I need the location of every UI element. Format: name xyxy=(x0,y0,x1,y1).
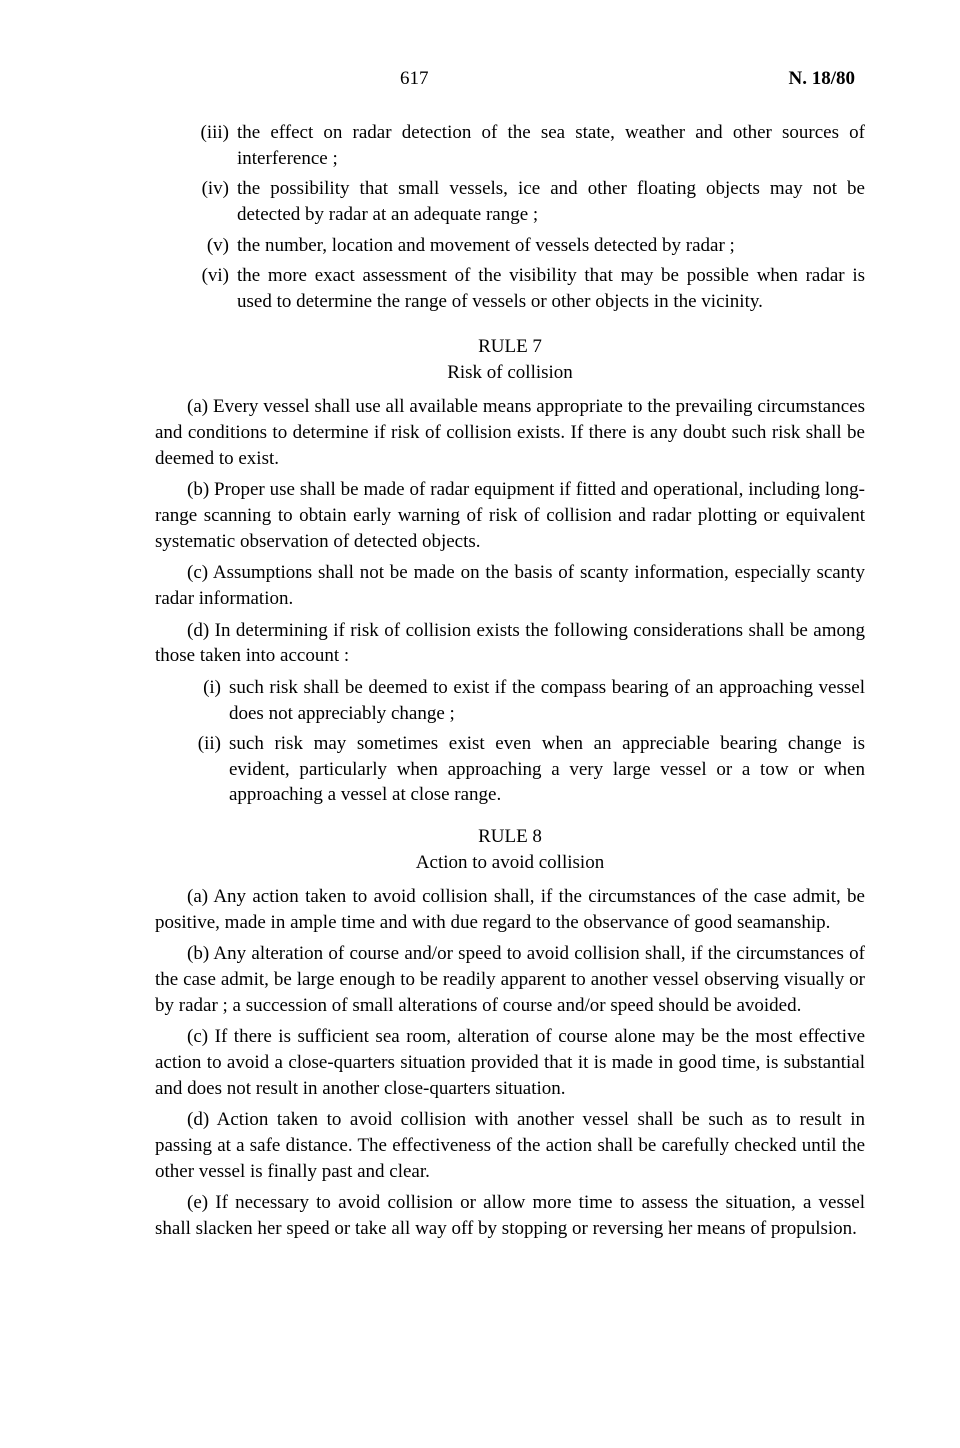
rule7-heading: RULE 7 xyxy=(155,336,865,358)
rule7-subtitle: Risk of collision xyxy=(155,362,865,384)
item-marker: (iv) xyxy=(155,176,237,227)
item-text: the more exact assessment of the visibil… xyxy=(237,263,865,314)
item-marker: (v) xyxy=(155,233,237,259)
item-text: the possibility that small vessels, ice … xyxy=(237,176,865,227)
rule8-para-b: (b) Any alteration of course and/or spee… xyxy=(155,941,865,1018)
list-item: (iii) the effect on radar detection of t… xyxy=(155,120,865,171)
rule8-subtitle: Action to avoid collision xyxy=(155,852,865,874)
top-item-list: (iii) the effect on radar detection of t… xyxy=(155,120,865,314)
sub-item-text: such risk shall be deemed to exist if th… xyxy=(229,675,865,726)
rule8-para-a: (a) Any action taken to avoid collision … xyxy=(155,884,865,935)
sub-item-marker: (i) xyxy=(185,675,229,726)
item-text: the effect on radar detection of the sea… xyxy=(237,120,865,171)
sub-item-marker: (ii) xyxy=(185,731,229,808)
list-item: (vi) the more exact assessment of the vi… xyxy=(155,263,865,314)
list-item: (iv) the possibility that small vessels,… xyxy=(155,176,865,227)
item-text: the number, location and movement of ves… xyxy=(237,233,865,259)
sub-item-text: such risk may sometimes exist even when … xyxy=(229,731,865,808)
rule8-para-d: (d) Action taken to avoid collision with… xyxy=(155,1107,865,1184)
rule8-heading: RULE 8 xyxy=(155,826,865,848)
list-item: (v) the number, location and movement of… xyxy=(155,233,865,259)
rule7-sub-item: (i) such risk shall be deemed to exist i… xyxy=(155,675,865,726)
rule7-para-d: (d) In determining if risk of collision … xyxy=(155,618,865,669)
rule8-para-e: (e) If necessary to avoid collision or a… xyxy=(155,1190,865,1241)
rule7-para-b: (b) Proper use shall be made of radar eq… xyxy=(155,477,865,554)
rule7-para-a: (a) Every vessel shall use all available… xyxy=(155,394,865,471)
page-number: 617 xyxy=(400,68,429,90)
doc-reference: N. 18/80 xyxy=(789,68,856,90)
page-header: 617 N. 18/80 xyxy=(155,68,865,90)
rule7-para-c: (c) Assumptions shall not be made on the… xyxy=(155,560,865,611)
item-marker: (vi) xyxy=(155,263,237,314)
rule8-para-c: (c) If there is sufficient sea room, alt… xyxy=(155,1024,865,1101)
item-marker: (iii) xyxy=(155,120,237,171)
rule7-sub-item: (ii) such risk may sometimes exist even … xyxy=(155,731,865,808)
